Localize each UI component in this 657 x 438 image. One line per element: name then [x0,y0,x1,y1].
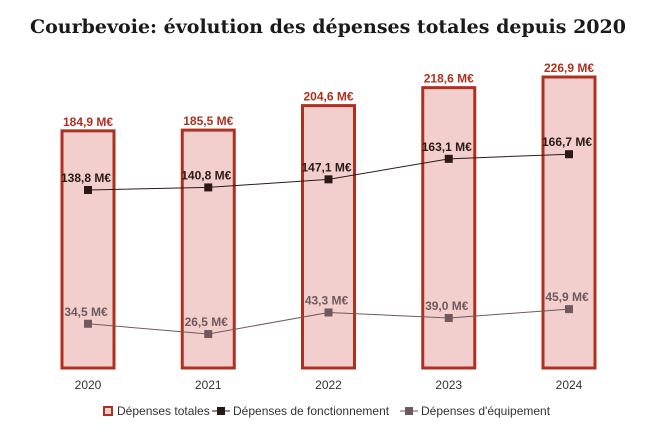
equipement-point-2024 [565,305,573,314]
equipement-label-2024: 45,9 M€ [545,290,589,304]
lines-layer: 138,8 M€ 140,8 M€ 147,1 M€ 163,1 M€ 166,7 M€… [61,135,592,339]
x-tick-2020: 2020 [75,378,102,392]
equipement-label-2023: 39,0 M€ [425,299,469,313]
equipement-label-2020: 34,5 M€ [64,305,108,319]
x-tick-2022: 2022 [315,378,342,392]
bar-label-2020: 184,9 M€ [63,115,113,129]
bar-label-2023: 218,6 M€ [424,72,474,86]
x-tick-2023: 2023 [435,378,462,392]
fonctionnement-point-2022 [324,175,333,184]
fonctionnement-point-2023 [444,154,453,163]
fonctionnement-point-2021 [204,183,213,192]
x-tick-2021: 2021 [195,378,222,392]
bar-2024 [541,75,597,370]
chart-title: Courbevoie: évolution des dépenses total… [30,16,626,38]
equipement-point-2022 [324,308,333,317]
x-tick-2024: 2024 [556,378,583,392]
bar-2021 [180,128,236,370]
equipement-point-2021 [204,330,213,339]
fonctionnement-label-2022: 147,1 M€ [301,160,351,174]
legend-swatch-totales [103,406,113,416]
bar-2023 [421,86,477,370]
fonctionnement-point-2020 [84,185,92,194]
equipement-label-2022: 43,3 M€ [305,293,349,307]
legend-label-fonctionnement: Dépenses de fonctionnement [233,404,390,418]
legend-swatch-equipement [405,407,413,415]
bar-label-2021: 185,5 M€ [183,114,233,128]
bar-2022 [301,104,356,370]
fonctionnement-label-2023: 163,1 M€ [422,140,472,154]
bars-layer: 184,9 M€ 185,5 M€ 204,6 M€ 218,6 M€ 226,9 M€ [60,61,597,370]
fonctionnement-label-2024: 166,7 M€ [542,135,592,149]
legend-label-equipement: Dépenses d'équipement [421,404,551,418]
fonctionnement-label-2021: 140,8 M€ [181,168,231,182]
fonctionnement-point-2024 [565,150,573,159]
bar-label-2022: 204,6 M€ [303,90,353,104]
bar-2020 [60,129,116,370]
x-axis-ticks: 2020 2021 2022 2023 2024 [75,378,583,392]
equipement-label-2021: 26,5 M€ [185,315,229,329]
equipement-point-2023 [444,313,453,322]
equipement-point-2020 [84,319,92,328]
fonctionnement-label-2020: 138,8 M€ [61,171,111,185]
legend-label-totales: Dépenses totales [117,404,210,418]
bar-label-2024: 226,9 M€ [544,61,594,75]
legend-swatch-fonctionnement [217,407,225,415]
legend: Dépenses totales Dépenses de fonctionneme… [103,404,551,418]
